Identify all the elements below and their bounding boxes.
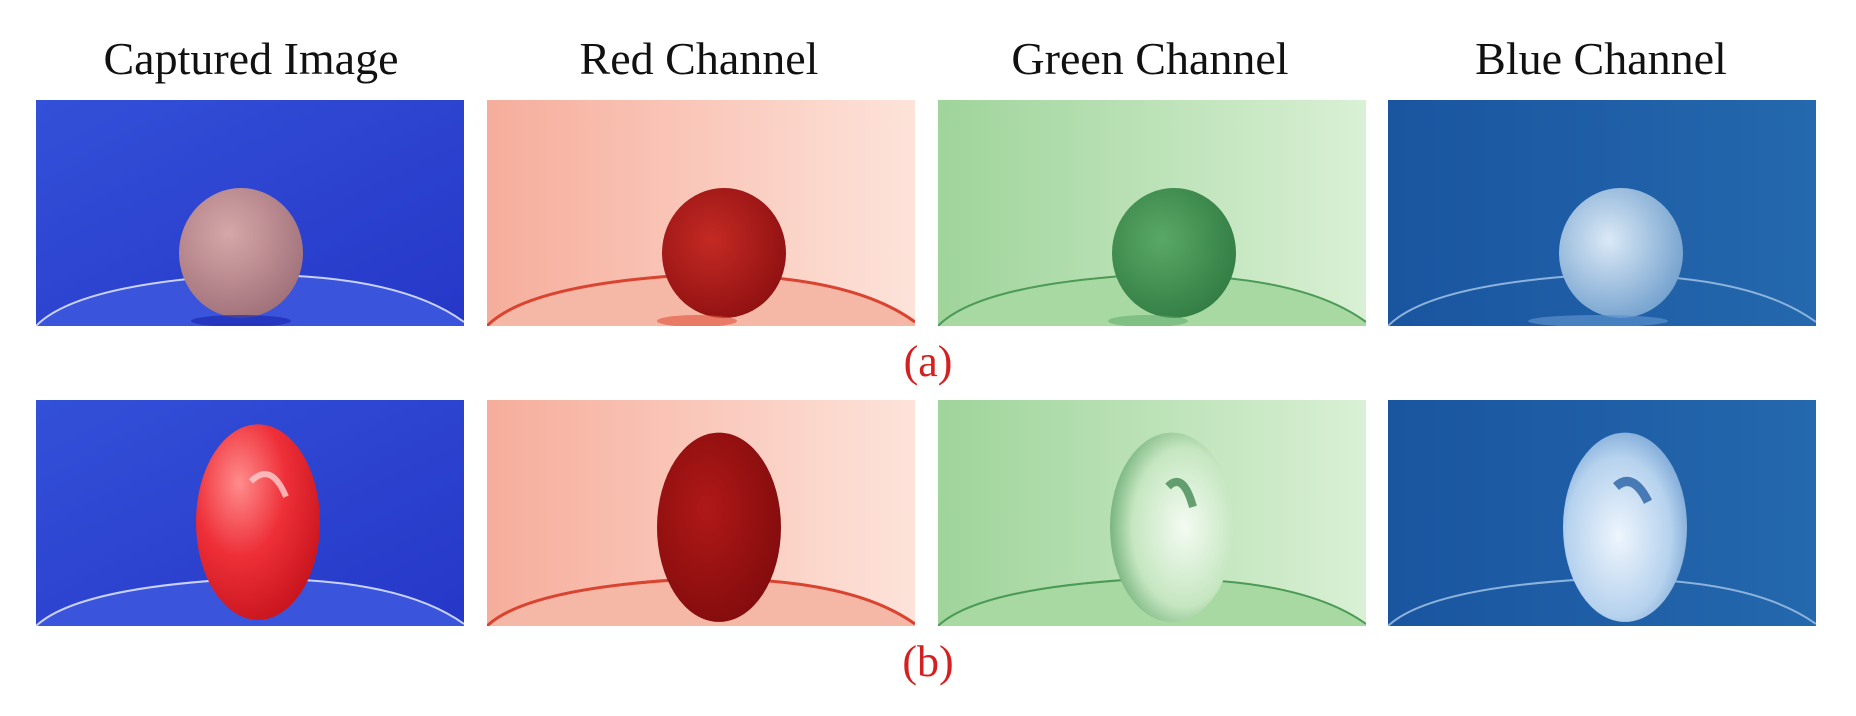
panel-b-blue	[1388, 400, 1816, 626]
panel-b-green	[938, 400, 1366, 626]
title-captured-image: Captured Image	[103, 33, 399, 84]
row-label-b: (b)	[902, 637, 954, 686]
panel-a-green	[938, 100, 1366, 326]
title-red-channel: Red Channel	[579, 33, 819, 84]
title-green-channel: Green Channel	[1011, 33, 1289, 84]
row-label-a: (a)	[903, 337, 953, 386]
panel-a-red	[487, 100, 915, 326]
title-blue-channel: Blue Channel	[1475, 33, 1727, 84]
panel-b-captured	[36, 400, 464, 626]
panel-b-red	[487, 400, 915, 626]
panel-a-captured	[36, 100, 464, 326]
panel-a-blue	[1388, 100, 1816, 326]
